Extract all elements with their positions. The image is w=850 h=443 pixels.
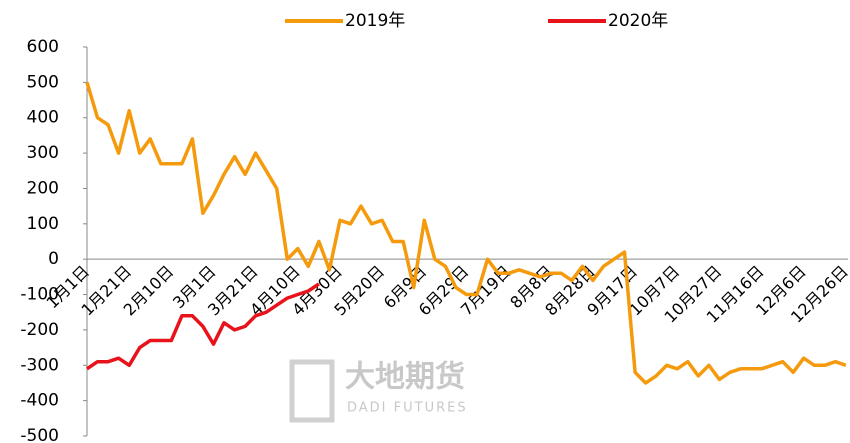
y-tick-label: 500 (27, 72, 59, 92)
watermark: 大地期货 DADI FUTURES (289, 359, 468, 423)
series-line (86, 282, 320, 371)
y-tick-label: 100 (27, 214, 59, 234)
y-tick-label: -300 (20, 355, 59, 375)
legend-label: 2020年 (608, 11, 668, 31)
legend-label: 2019年 (345, 11, 405, 31)
y-tick-label: -200 (20, 320, 59, 340)
y-tick-label: 300 (27, 143, 59, 163)
y-tick-label: 0 (48, 249, 59, 269)
watermark-logo (289, 359, 335, 423)
y-tick-label: -400 (20, 391, 59, 411)
y-tick-label: 600 (27, 37, 59, 57)
series-line (85, 81, 847, 385)
watermark-subtext: DADI FUTURES (347, 401, 468, 416)
watermark-text: 大地期货 (345, 360, 465, 395)
y-tick-label: 400 (27, 108, 59, 128)
y-tick-label: -500 (20, 426, 59, 443)
y-tick-label: -100 (20, 285, 59, 305)
y-tick-label: 200 (27, 178, 59, 198)
